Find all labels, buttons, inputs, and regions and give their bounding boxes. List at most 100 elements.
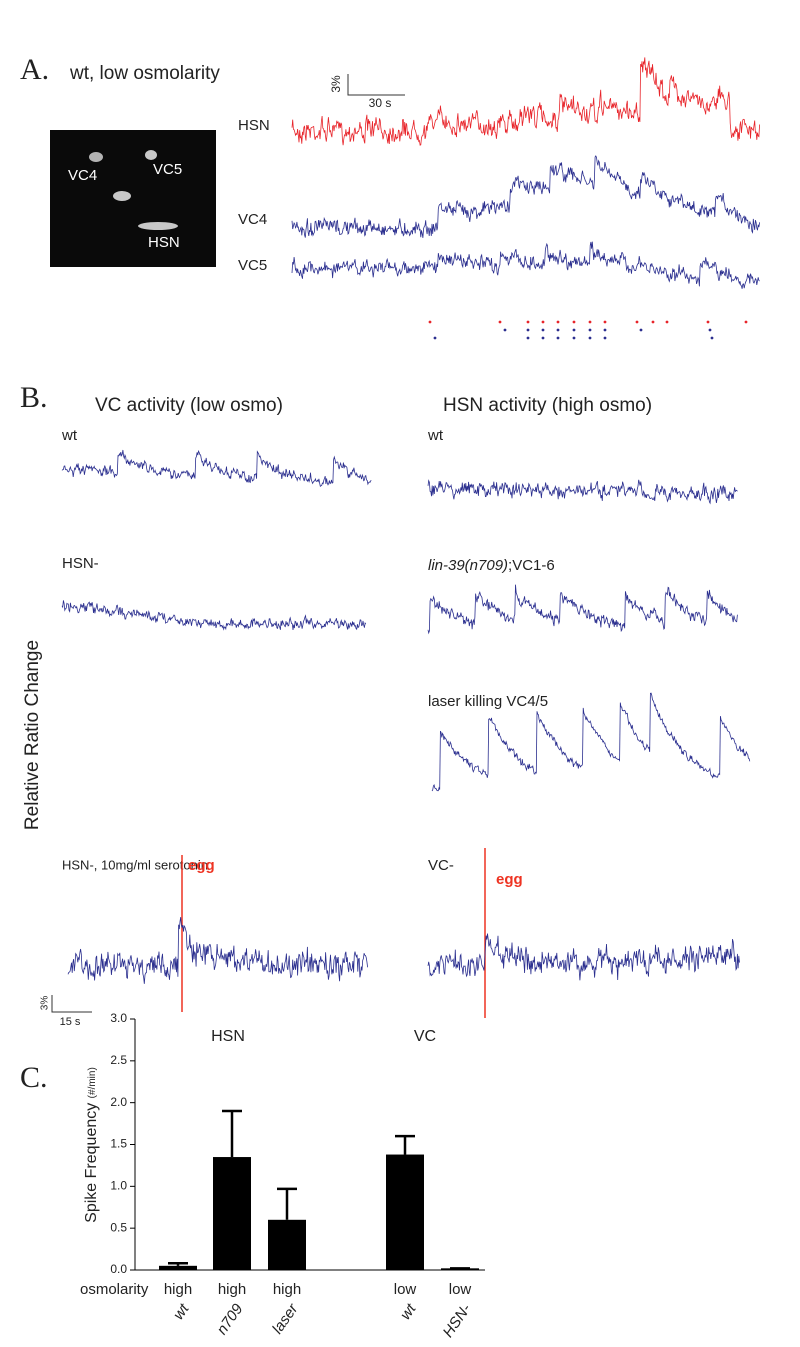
egg-label: egg xyxy=(496,871,523,888)
bar xyxy=(386,1154,424,1270)
category-label: wt xyxy=(397,1300,420,1323)
y-tick-label: 0.5 xyxy=(110,1220,127,1234)
y-tick-label: 1.5 xyxy=(110,1137,127,1151)
scale-label: 3% xyxy=(40,996,51,1011)
egg-dot xyxy=(498,320,502,324)
trace xyxy=(67,917,368,984)
condition-label: high xyxy=(218,1281,246,1298)
y-tick-label: 0.0 xyxy=(110,1262,127,1276)
egg-dot xyxy=(572,320,576,324)
trace-label: HSN- xyxy=(62,555,99,572)
bar xyxy=(213,1157,251,1270)
category-label: wt xyxy=(170,1300,193,1323)
egg-dot xyxy=(541,328,545,332)
y-axis-title: Spike Frequency xyxy=(83,1103,100,1223)
y-tick-label: 1.0 xyxy=(110,1179,127,1193)
egg-dot xyxy=(428,320,432,324)
image-label: HSN xyxy=(148,234,180,251)
image-label: VC4 xyxy=(68,167,97,184)
egg-dot xyxy=(706,320,710,324)
egg-label: egg xyxy=(188,857,215,874)
trace-label: HSN-, 10mg/ml serotonin xyxy=(62,857,208,872)
trace-label: wt xyxy=(61,427,78,444)
error-bar xyxy=(277,1187,297,1220)
egg-dot xyxy=(572,328,576,332)
egg-dot xyxy=(603,336,607,340)
egg-dot xyxy=(651,320,655,324)
error-bar xyxy=(395,1134,415,1155)
y-axis-label: Spike Frequency (#/min) xyxy=(83,1067,100,1223)
panel-label: A. xyxy=(20,53,49,86)
egg-dot xyxy=(556,328,560,332)
egg-dot xyxy=(526,320,530,324)
panel-label: B. xyxy=(20,381,48,414)
column-title: VC activity (low osmo) xyxy=(95,395,283,416)
image-label: VC5 xyxy=(153,161,182,178)
row-label: osmolarity xyxy=(80,1281,149,1298)
category-label: HSN- xyxy=(440,1301,475,1341)
trace xyxy=(427,584,738,635)
trace xyxy=(291,155,760,238)
egg-dot xyxy=(639,328,643,332)
condition-label: high xyxy=(273,1281,301,1298)
egg-dot xyxy=(433,336,437,340)
category-label: n709 xyxy=(213,1300,246,1338)
trace-label: laser killing VC4/5 xyxy=(428,693,548,710)
egg-dot xyxy=(541,336,545,340)
scale-bar xyxy=(51,995,92,1013)
egg-dot xyxy=(603,320,607,324)
bar-chart: 0.0 0.5 1.0 1.5 2.0 2.5 3.0 high wt high n709 high l… xyxy=(110,1011,485,1341)
egg-dot xyxy=(665,320,669,324)
egg-dot xyxy=(744,320,748,324)
scale-label: 30 s xyxy=(369,96,392,110)
condition-label: low xyxy=(449,1281,472,1298)
genotype: lin-39(n709) xyxy=(428,557,508,574)
trace xyxy=(291,57,760,146)
category-label: laser xyxy=(269,1300,302,1337)
trace xyxy=(427,479,738,505)
trace-label: VC- xyxy=(428,857,454,874)
y-tick-label: 2.0 xyxy=(110,1095,127,1109)
egg-dot xyxy=(603,328,607,332)
egg-dot xyxy=(635,320,639,324)
traces xyxy=(61,57,760,984)
egg-dot xyxy=(556,320,560,324)
egg-dot xyxy=(588,328,592,332)
scale-bar xyxy=(347,74,405,96)
trace-label: HSN xyxy=(238,117,270,134)
egg-dot xyxy=(556,336,560,340)
egg-dot xyxy=(710,336,714,340)
trace xyxy=(61,449,372,487)
bar xyxy=(159,1265,197,1270)
y-tick-label: 2.5 xyxy=(110,1053,127,1067)
trace xyxy=(291,241,760,289)
scale-label: 3% xyxy=(329,75,343,93)
trace xyxy=(427,933,740,981)
trace-label: wt xyxy=(427,427,444,444)
trace-label: VC4 xyxy=(238,211,267,228)
column-title: HSN activity (high osmo) xyxy=(443,395,652,416)
egg-dot xyxy=(541,320,545,324)
egg-dot xyxy=(526,336,530,340)
egg-dot xyxy=(588,320,592,324)
bar xyxy=(268,1219,306,1270)
group-label: VC xyxy=(414,1028,436,1045)
trace-label: VC5 xyxy=(238,257,267,274)
egg-dot xyxy=(503,328,507,332)
trace xyxy=(431,692,751,792)
error-bar xyxy=(222,1109,242,1158)
trace xyxy=(61,600,367,631)
egg-dot xyxy=(572,336,576,340)
condition-label: low xyxy=(394,1281,417,1298)
error-bar xyxy=(168,1262,188,1266)
genotype-suffix: ;VC1-6 xyxy=(508,557,555,574)
y-axis-unit: (#/min) xyxy=(87,1067,98,1098)
condition-label: high xyxy=(164,1281,192,1298)
egg-dot xyxy=(588,336,592,340)
panel-title: wt, low osmolarity xyxy=(69,63,220,84)
group-label: HSN xyxy=(211,1028,245,1045)
micrograph xyxy=(50,130,216,267)
egg-dot xyxy=(526,328,530,332)
cell-blobs xyxy=(89,150,178,230)
